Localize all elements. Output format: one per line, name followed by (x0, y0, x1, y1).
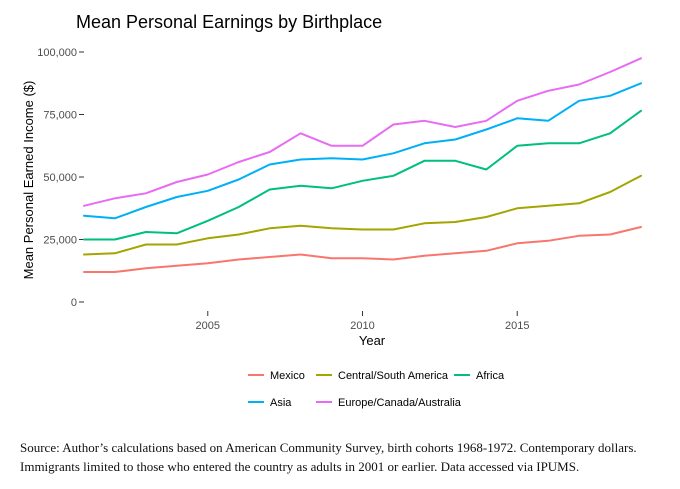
y-axis-title: Mean Personal Earned Income ($) (21, 81, 36, 280)
y-tick-label: 75,000 (43, 110, 77, 122)
legend-item-asia: Asia (248, 397, 292, 409)
legend-label-mexico: Mexico (270, 370, 305, 382)
legend-item-africa: Africa (454, 370, 505, 382)
legend-item-europe-canada-australia: Europe/Canada/Australia (316, 397, 462, 409)
series-line-asia (83, 82, 642, 220)
series-line-mexico (83, 226, 642, 273)
source-note: Source: Author’s calculations based on A… (20, 438, 670, 476)
y-tick-label: 100,000 (37, 47, 77, 59)
legend-label-asia: Asia (270, 397, 292, 409)
y-tick-label: 0 (71, 297, 77, 309)
series-lines (83, 57, 642, 273)
y-tick-label: 25,000 (43, 235, 77, 247)
y-axis: 0 25,000 50,000 75,000 100,000 (37, 47, 84, 309)
series-line-central-south-america (83, 174, 642, 256)
series-line-europe-canada-australia (83, 57, 642, 207)
x-axis: 2005 2010 2015 (196, 311, 529, 332)
legend-item-mexico: Mexico (248, 370, 305, 382)
chart-title: Mean Personal Earnings by Birthplace (76, 12, 382, 32)
legend-label-europe-canada-australia: Europe/Canada/Australia (338, 397, 462, 409)
legend-label-africa: Africa (476, 370, 505, 382)
series-line-africa (83, 109, 642, 241)
source-note-line-2: Immigrants limited to those who entered … (20, 459, 580, 474)
x-tick-label: 2005 (196, 320, 220, 332)
legend-item-central-south-america: Central/South America (316, 370, 449, 382)
x-axis-title: Year (359, 333, 386, 348)
legend: Mexico Central/South America Africa Asia Eur… (248, 370, 505, 409)
source-note-line-1: Source: Author’s calculations based on A… (20, 440, 637, 455)
x-tick-label: 2015 (505, 320, 529, 332)
legend-label-central-south-america: Central/South America (338, 370, 449, 382)
line-chart: Mean Personal Earnings by Birthplace Mea… (21, 12, 642, 409)
x-tick-label: 2010 (350, 320, 374, 332)
y-tick-label: 50,000 (43, 172, 77, 184)
